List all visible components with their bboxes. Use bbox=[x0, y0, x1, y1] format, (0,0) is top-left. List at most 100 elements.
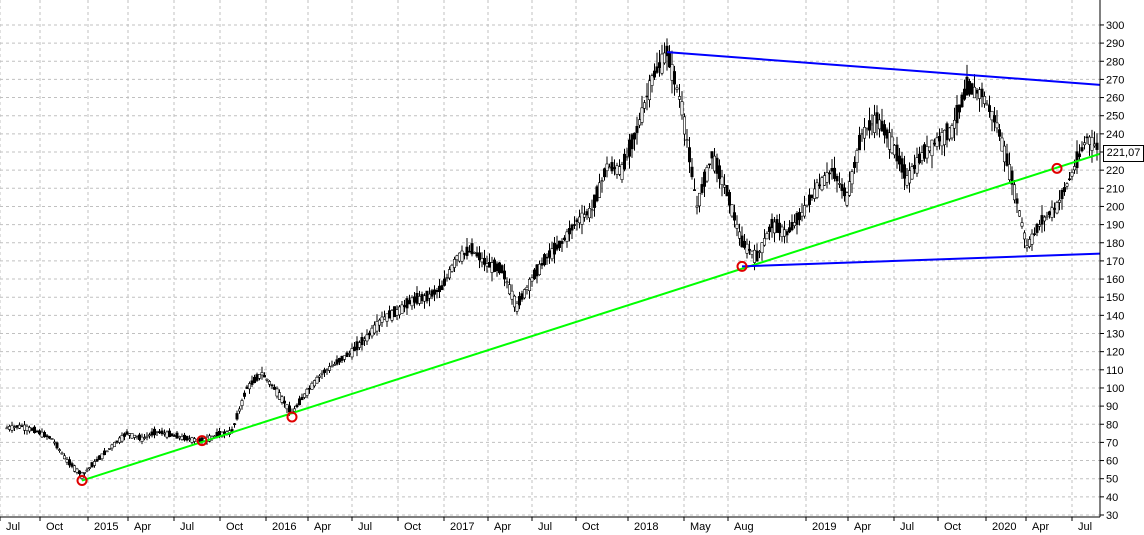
candle-body bbox=[840, 184, 844, 191]
candle-body bbox=[740, 235, 744, 248]
candle-body bbox=[665, 45, 669, 57]
candle-body bbox=[143, 437, 147, 439]
x-tick-label: 2017 bbox=[450, 521, 474, 533]
y-tick-label: 100 bbox=[1106, 383, 1124, 395]
candle-body bbox=[642, 102, 646, 109]
y-tick-label: 250 bbox=[1106, 111, 1124, 123]
candle-body bbox=[467, 250, 471, 253]
candle-body bbox=[505, 281, 509, 284]
candle-body bbox=[875, 112, 879, 124]
candle-body bbox=[327, 366, 331, 371]
candle-body bbox=[502, 270, 506, 280]
candle-body bbox=[1030, 233, 1034, 245]
candle-body bbox=[8, 426, 12, 430]
candle-body bbox=[870, 123, 874, 126]
candle-body bbox=[855, 150, 859, 163]
candle-body bbox=[662, 52, 666, 64]
candle-body bbox=[1050, 207, 1054, 218]
x-tick-label: Jul bbox=[538, 521, 552, 533]
candle-body bbox=[52, 441, 56, 444]
candle-body bbox=[652, 70, 656, 78]
candle-body bbox=[780, 226, 784, 237]
candle-body bbox=[295, 404, 299, 408]
candle-body bbox=[447, 269, 451, 279]
candle-body bbox=[510, 290, 514, 300]
candle-body bbox=[542, 254, 546, 266]
candle-body bbox=[25, 425, 29, 431]
candle-body bbox=[1002, 145, 1006, 163]
candle-body bbox=[977, 89, 981, 99]
candle-body bbox=[480, 258, 484, 263]
candle-body bbox=[180, 436, 184, 440]
candle-body bbox=[475, 252, 479, 257]
candle-body bbox=[612, 167, 616, 170]
candle-body bbox=[440, 285, 444, 291]
candle-body bbox=[355, 341, 359, 351]
candle-body bbox=[557, 240, 561, 248]
trendline bbox=[666, 51, 1101, 86]
candle-body bbox=[297, 398, 301, 406]
candle-body bbox=[900, 158, 904, 173]
candle-body bbox=[30, 428, 34, 431]
candle-body bbox=[1090, 137, 1094, 151]
candle-body bbox=[1095, 142, 1099, 150]
candle-body bbox=[575, 219, 579, 222]
candle-body bbox=[695, 205, 699, 208]
candle-body bbox=[262, 375, 266, 378]
candle-body bbox=[175, 432, 179, 439]
candle-body bbox=[802, 205, 806, 217]
price-series bbox=[5, 38, 1099, 481]
candle-body bbox=[827, 172, 831, 175]
candle-body bbox=[777, 222, 781, 234]
candle-body bbox=[650, 75, 654, 86]
candle-body bbox=[233, 423, 237, 425]
candle-body bbox=[512, 295, 516, 308]
candle-body bbox=[360, 337, 364, 346]
touch-points bbox=[76, 162, 1063, 487]
candle-body bbox=[1075, 151, 1079, 168]
y-tick-label: 150 bbox=[1106, 292, 1124, 304]
candle-body bbox=[37, 430, 41, 435]
candle-body bbox=[860, 133, 864, 135]
y-tick-label: 270 bbox=[1106, 74, 1124, 86]
candle-body bbox=[317, 375, 321, 378]
candle-body bbox=[70, 463, 74, 467]
candle-body bbox=[1048, 211, 1052, 216]
candle-body bbox=[300, 396, 304, 401]
x-tick-label: Apr bbox=[494, 521, 511, 533]
candle-body bbox=[627, 139, 631, 157]
candle-body bbox=[55, 442, 59, 449]
candle-body bbox=[565, 231, 569, 242]
candle-body bbox=[407, 300, 411, 305]
candle-body bbox=[240, 400, 244, 406]
candle-body bbox=[747, 248, 751, 251]
candle-body bbox=[130, 433, 134, 439]
candle-body bbox=[877, 119, 881, 130]
candle-body bbox=[555, 244, 559, 250]
candle-body bbox=[452, 259, 456, 268]
x-tick-label: 2019 bbox=[812, 521, 836, 533]
candle-body bbox=[765, 233, 769, 240]
candle-body bbox=[155, 430, 159, 433]
candle-body bbox=[895, 144, 899, 162]
candle-body bbox=[902, 164, 906, 179]
candle-body bbox=[1085, 136, 1089, 139]
candle-body bbox=[85, 469, 89, 472]
x-tick-label: Oct bbox=[582, 521, 599, 533]
y-tick-label: 130 bbox=[1106, 329, 1124, 341]
candle-body bbox=[1005, 153, 1009, 166]
x-tick-label: Jul bbox=[358, 521, 372, 533]
candle-body bbox=[1055, 202, 1059, 214]
x-tick-label: Oct bbox=[944, 521, 961, 533]
candle-body bbox=[248, 383, 252, 390]
candle-body bbox=[367, 332, 371, 336]
candle-body bbox=[867, 120, 871, 131]
candle-body bbox=[47, 436, 51, 439]
candle-body bbox=[577, 216, 581, 224]
candle-body bbox=[1028, 239, 1032, 247]
candle-body bbox=[1053, 208, 1057, 210]
candle-body bbox=[985, 103, 989, 106]
x-tick-label: Oct bbox=[226, 521, 243, 533]
candle-body bbox=[153, 428, 157, 436]
candle-body bbox=[682, 116, 686, 135]
